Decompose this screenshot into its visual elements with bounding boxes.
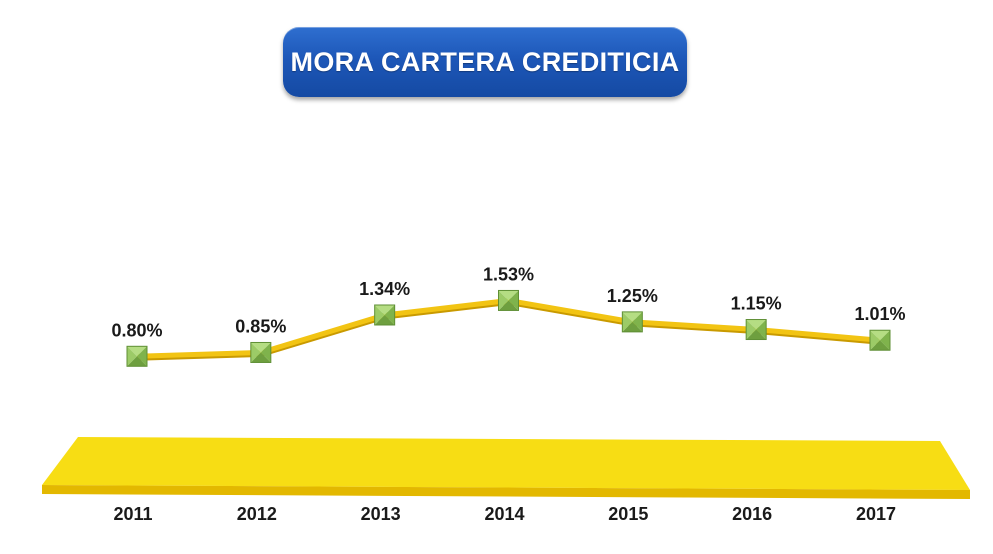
data-point-marker	[869, 329, 891, 351]
chart-title-badge: MORA CARTERA CREDITICIA	[283, 27, 687, 97]
x-tick-label: 2012	[237, 504, 277, 524]
data-point-marker	[621, 311, 643, 333]
data-point-marker	[374, 304, 396, 326]
data-point-marker	[498, 289, 519, 311]
data-label: 0.80%	[111, 320, 162, 340]
x-tick-label: 2016	[732, 504, 772, 524]
x-tick-label: 2013	[361, 504, 401, 524]
x-tick-label: 2017	[856, 504, 896, 524]
data-label: 1.53%	[483, 264, 534, 284]
x-tick-label: 2015	[608, 504, 648, 524]
data-label: 0.85%	[235, 316, 286, 336]
data-label: 1.25%	[607, 286, 658, 306]
data-point-marker	[126, 345, 148, 367]
chart-floor-top	[42, 437, 970, 490]
data-point-marker	[250, 341, 272, 363]
chart-floor-front	[42, 485, 970, 499]
data-label: 1.34%	[359, 279, 410, 299]
x-tick-label: 2014	[484, 504, 524, 524]
x-tick-label: 2011	[113, 504, 152, 524]
data-point-marker	[745, 319, 767, 341]
data-label: 1.01%	[854, 304, 905, 324]
data-label: 1.15%	[731, 294, 782, 314]
chart-title: MORA CARTERA CREDITICIA	[290, 46, 680, 77]
